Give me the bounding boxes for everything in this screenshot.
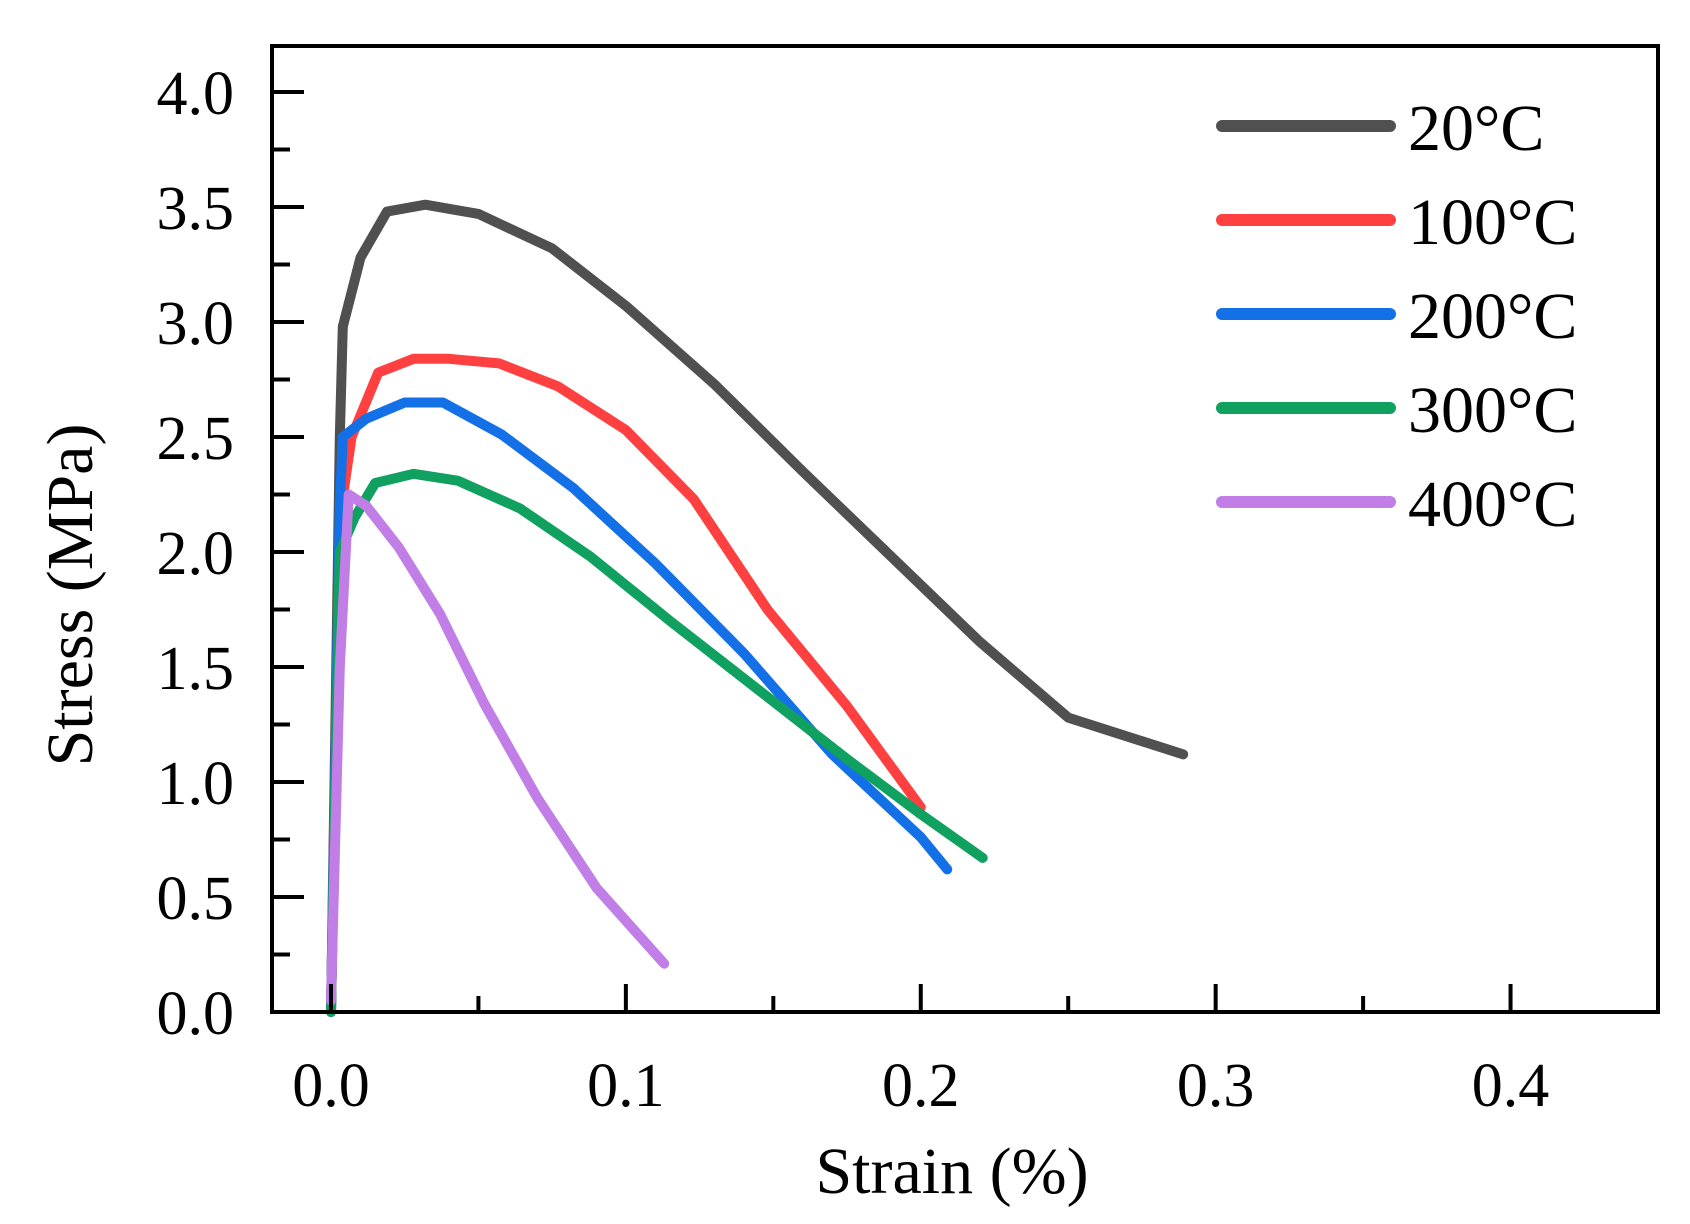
x-tick-label: 0.1 [587,1052,665,1120]
y-tick-label: 3.5 [157,175,235,243]
legend-label-2: 200°C [1408,280,1577,353]
legend-label-3: 300°C [1408,374,1577,447]
x-axis-title: Strain (%) [815,1135,1088,1208]
axes: 0.0 0.1 0.2 0.3 0.4 0.0 0.5 1.0 1.5 2.0 2.5 3.0 3.5 4… [157,44,1660,1120]
y-tick-label: 3.0 [157,290,235,358]
series-line-1 [326,353,926,1017]
y-tick-label: 2.0 [157,520,235,588]
y-tick-label: 4.0 [157,60,235,128]
series-line-0 [326,199,1189,1017]
x-tick-label: 0.2 [882,1052,960,1120]
series-line-3 [326,468,988,1017]
plot-frame [270,44,1660,1014]
y-tick-label: 0.5 [157,865,235,933]
y-tick-label: 0.0 [157,980,235,1048]
series-line-2 [326,397,953,1017]
y-tick-label: 1.5 [157,635,235,703]
legend-label-4: 400°C [1408,468,1577,541]
legend-label-1: 100°C [1408,186,1577,259]
series-line-4 [326,489,670,1006]
x-tick-label: 0.0 [292,1052,370,1120]
legend-label-0: 20°C [1408,92,1544,165]
y-axis-title: Stress (MPa) [34,424,107,767]
y-tick-label: 1.0 [157,750,235,818]
y-tick-label: 2.5 [157,405,235,473]
x-tick-label: 0.3 [1177,1052,1255,1120]
x-tick-label: 0.4 [1472,1052,1550,1120]
plot-area [326,199,1189,1017]
legend: 20°C 100°C 200°C 300°C 400°C [1216,92,1577,541]
